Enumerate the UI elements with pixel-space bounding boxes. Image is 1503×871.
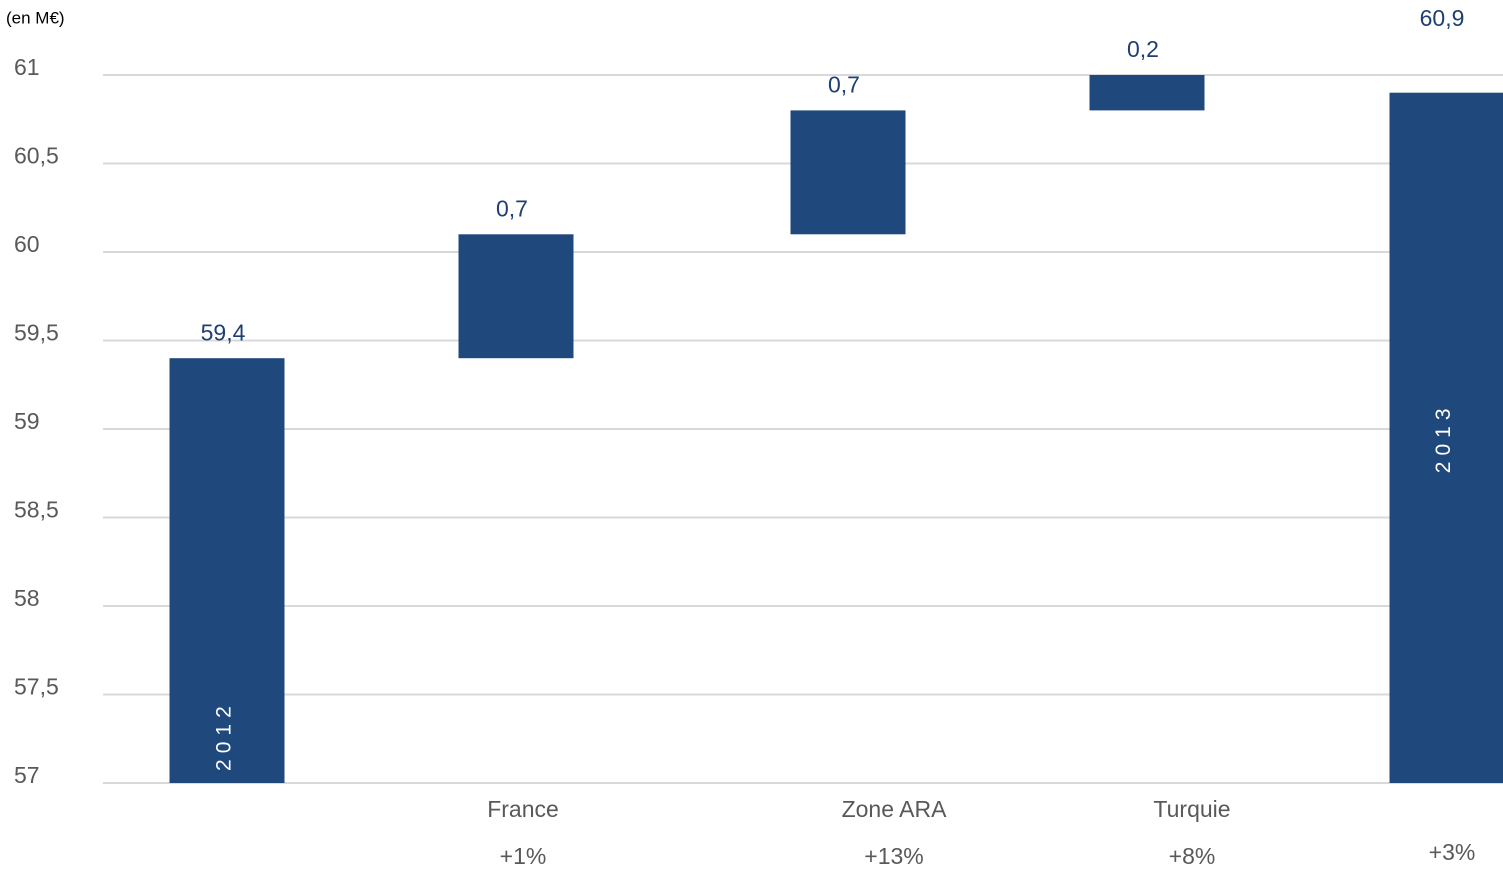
y-tick-label: 58 [14,585,40,611]
growth-label: +8% [1169,843,1216,869]
unit-label: (en M€) [6,8,65,27]
bar [1389,92,1503,783]
value-label: 59,4 [201,319,246,345]
bar [790,110,906,235]
bar-label: 2012 [213,700,236,771]
x-tick-label: France [487,796,559,822]
y-tick-label: 60 [14,231,40,257]
x-tick-label: Zone ARA [842,796,947,822]
bar-label: 2013 [1432,402,1455,473]
y-tick-label: 59,5 [14,320,59,346]
bar [169,358,285,783]
x-tick-label: Turquie [1153,796,1230,822]
y-tick-label: 58,5 [14,497,59,523]
growth-label: +1% [500,843,547,869]
value-label: 60,9 [1420,5,1465,31]
growth-label: +13% [864,843,923,869]
y-tick-label: 57,5 [14,674,59,700]
y-tick-label: 57 [14,762,40,788]
y-tick-label: 60,5 [14,143,59,169]
growth-label: +3% [1429,839,1476,865]
y-tick-label: 59 [14,408,40,434]
bar [458,234,574,359]
value-label: 0,2 [1127,36,1159,62]
value-label: 0,7 [496,195,528,221]
y-tick-label: 61 [14,54,40,80]
bar [1089,75,1205,111]
value-label: 0,7 [828,71,860,97]
